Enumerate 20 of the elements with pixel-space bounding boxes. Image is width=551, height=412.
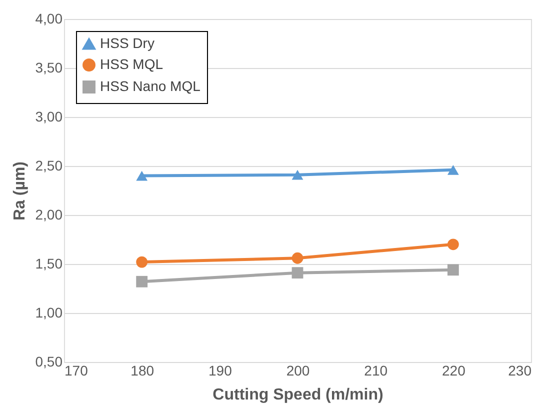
x-tick-label: 180	[130, 362, 154, 378]
x-tick-label: 170	[64, 362, 88, 378]
y-tick-label: 4,00	[35, 10, 63, 26]
x-tick-label: 230	[508, 362, 532, 378]
y-tick-label: 2,50	[35, 158, 63, 174]
x-tick-label: 220	[442, 362, 466, 378]
y-tick-label: 3,00	[35, 108, 63, 124]
x-tick-label: 210	[364, 362, 388, 378]
y-tick-label: 2,00	[35, 206, 63, 222]
legend-label: HSS Nano MQL	[100, 78, 201, 94]
y-tick-label: 0,50	[35, 354, 63, 370]
y-axis-title: Ra (µm)	[11, 162, 28, 220]
legend-label: HSS Dry	[100, 35, 154, 51]
x-axis-title: Cutting Speed (m/min)	[212, 386, 384, 404]
x-tick-label: 190	[208, 362, 232, 378]
y-tick-label: 1,50	[35, 256, 63, 272]
y-tick-label: 3,50	[35, 60, 63, 76]
x-tick-label: 200	[286, 362, 310, 378]
legend-label: HSS MQL	[100, 56, 164, 72]
y-tick-label: 1,00	[35, 304, 63, 320]
